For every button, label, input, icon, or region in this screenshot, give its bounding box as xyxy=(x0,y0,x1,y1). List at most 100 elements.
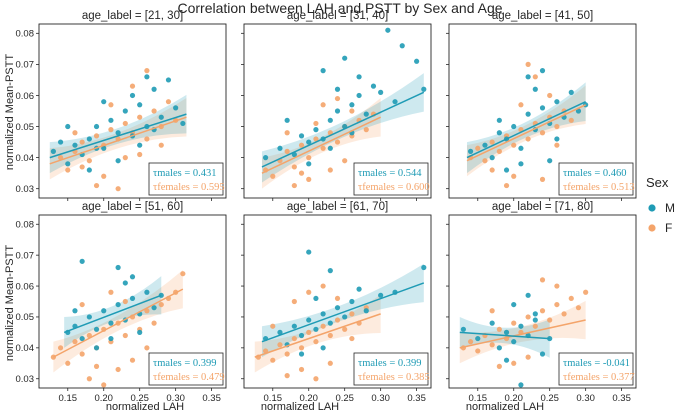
female-point xyxy=(363,127,369,133)
male-point xyxy=(165,77,172,83)
x-tick-label: 0.35 xyxy=(612,393,631,404)
male-point xyxy=(489,320,495,326)
tau-males: τmales = 0.399 xyxy=(153,358,217,369)
legend-marker-female xyxy=(648,224,656,232)
male-regression-line xyxy=(466,101,586,159)
female-point xyxy=(475,145,481,151)
female-point xyxy=(511,142,517,148)
female-point xyxy=(158,301,164,308)
legend-label-female: F xyxy=(665,221,672,235)
female-point xyxy=(129,83,136,89)
y-tick-label: 0.07 xyxy=(16,60,35,71)
male-point xyxy=(313,295,319,302)
female-point xyxy=(298,366,305,373)
male-point xyxy=(158,114,164,120)
legend-label-male: M xyxy=(665,201,675,215)
panel-title: age_label = [31, 40] xyxy=(287,10,388,22)
female-point xyxy=(108,127,114,133)
male-point xyxy=(532,86,538,92)
tau-females: τfemales = 0.595 xyxy=(153,182,225,193)
x-axis-label-left: normalized LAH xyxy=(106,401,184,413)
male-point xyxy=(554,136,560,142)
x-tick-label: 0.15 xyxy=(264,393,283,404)
female-point xyxy=(270,357,276,363)
female-regression-line xyxy=(466,104,586,162)
female-point xyxy=(79,351,85,357)
tau-males: τmales = 0.460 xyxy=(563,168,627,179)
female-point xyxy=(144,136,150,142)
tau-females: τfemales = 0.600 xyxy=(358,182,430,193)
male-point xyxy=(93,123,100,130)
male-point xyxy=(525,292,531,298)
male-point xyxy=(306,317,312,323)
female-point xyxy=(575,305,582,311)
male-point xyxy=(496,345,502,351)
male-point xyxy=(378,292,384,298)
female-point xyxy=(511,320,517,326)
male-point xyxy=(151,305,157,311)
male-point xyxy=(482,142,488,148)
female-point xyxy=(532,323,538,329)
female-point xyxy=(475,348,481,354)
male-point xyxy=(349,298,355,305)
axes-frame xyxy=(38,23,227,199)
female-point xyxy=(547,317,553,323)
male-point xyxy=(151,86,157,92)
male-point xyxy=(363,111,369,117)
male-point xyxy=(518,145,524,151)
female-point xyxy=(284,148,290,154)
female-point xyxy=(539,277,546,283)
female-point xyxy=(306,155,312,161)
male-point xyxy=(108,335,114,342)
male-confidence-band xyxy=(466,82,586,174)
male-point xyxy=(122,108,128,114)
x-tick-label: 0.20 xyxy=(299,393,318,404)
female-point xyxy=(306,289,312,295)
y-tick-label: 0.07 xyxy=(16,250,35,261)
female-point xyxy=(72,130,78,136)
x-tick-label: 0.25 xyxy=(335,393,354,404)
male-point xyxy=(108,320,114,326)
male-point xyxy=(137,329,143,335)
male-point xyxy=(327,145,333,151)
correlation-box xyxy=(148,162,224,196)
male-point xyxy=(539,351,546,357)
male-point xyxy=(356,74,362,80)
female-point xyxy=(525,314,531,320)
y-tick-label: 0.05 xyxy=(16,312,35,323)
female-point xyxy=(122,298,128,305)
female-point xyxy=(270,173,276,179)
female-point xyxy=(334,295,341,302)
y-tick-label: 0.04 xyxy=(16,343,35,354)
axes-frame xyxy=(38,214,227,389)
female-regression-line xyxy=(261,116,381,174)
y-tick-label: 0.06 xyxy=(16,281,35,292)
male-point xyxy=(313,326,319,332)
female-point xyxy=(511,360,517,366)
female-point xyxy=(65,360,71,366)
female-point xyxy=(525,61,531,67)
tau-males: τmales = 0.431 xyxy=(153,168,217,179)
male-confidence-band xyxy=(64,276,162,348)
axes-frame xyxy=(448,23,637,199)
female-point xyxy=(284,130,290,136)
male-point xyxy=(306,139,312,145)
female-point xyxy=(539,308,546,314)
y-tick-label: 0.05 xyxy=(16,122,35,133)
male-point xyxy=(298,133,305,139)
male-point xyxy=(511,123,517,130)
tau-males: τmales = 0.544 xyxy=(358,168,422,179)
panel-title: age_label = [51, 60] xyxy=(82,201,183,213)
male-point xyxy=(503,357,510,363)
tau-males: τmales = -0.041 xyxy=(563,358,630,369)
male-point xyxy=(539,68,546,74)
plot-area xyxy=(261,27,427,189)
male-point xyxy=(86,136,92,142)
female-point xyxy=(349,108,355,114)
male-point xyxy=(173,105,179,111)
female-point xyxy=(93,363,100,369)
male-point xyxy=(72,142,78,148)
female-point xyxy=(320,323,326,329)
female-point xyxy=(291,164,297,170)
plot-area xyxy=(49,68,187,192)
